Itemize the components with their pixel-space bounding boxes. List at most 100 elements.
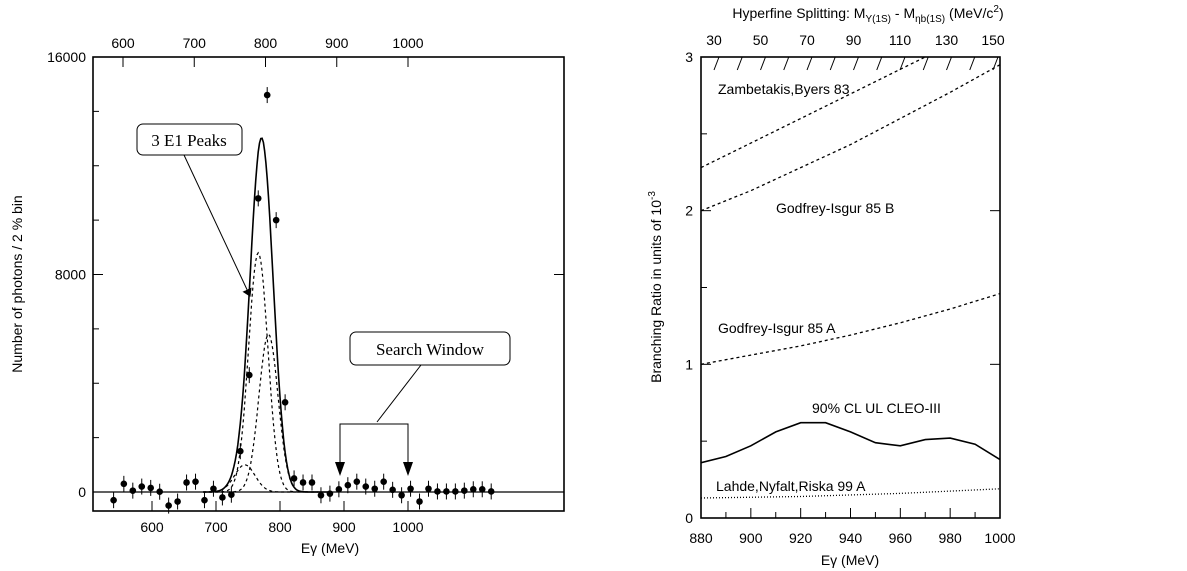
- left-xlabel: Eγ (MeV): [301, 540, 359, 556]
- data-point: [398, 491, 405, 499]
- data-point: [416, 498, 423, 505]
- right-x-top-tick: [783, 56, 790, 71]
- data-point: [353, 478, 361, 485]
- right-x-tick-label: 920: [789, 530, 813, 546]
- data-point: [281, 398, 289, 406]
- data-point: [156, 488, 163, 496]
- right-x-tick-label: 980: [938, 530, 962, 546]
- data-point: [362, 483, 370, 490]
- data-point: [165, 502, 172, 509]
- right-x-top-tick: [922, 56, 929, 71]
- data-point: [129, 487, 137, 494]
- right-x-top-tick: [760, 56, 766, 71]
- label-godfrey-b: Godfrey-Isgur 85 B: [776, 200, 894, 216]
- peaks-label: 3 E1 Peaks: [151, 131, 227, 150]
- window-label-box: [349, 331, 511, 366]
- right-x-top-tick: [829, 56, 836, 71]
- right-x-tick-label: 960: [889, 530, 913, 546]
- right-y-tick-label: 1: [685, 356, 693, 372]
- right-x-top-tick: [806, 56, 813, 71]
- label-lahde: Lahde,Nyfalt,Riska 99 A: [716, 478, 866, 494]
- data-point: [443, 488, 450, 495]
- data-point: [461, 487, 468, 494]
- data-point: [326, 490, 334, 497]
- series-line-3: [701, 421, 1000, 464]
- left-x-top-tick-label: 700: [183, 35, 207, 51]
- data-point: [147, 484, 155, 492]
- peak-component-curve: [203, 333, 319, 493]
- data-point: [138, 483, 146, 490]
- window-left-arrowhead: [335, 462, 345, 476]
- right-x-top-tick: [899, 56, 906, 71]
- data-point: [308, 479, 316, 486]
- right-x-tick-label: 900: [739, 530, 763, 546]
- right-x-top-tick: [713, 56, 720, 71]
- right-x-top-tick-label: 70: [799, 32, 815, 48]
- right-x-top-tick-label: 150: [981, 32, 1005, 48]
- data-point: [210, 485, 217, 493]
- window-right-arrowhead: [403, 462, 413, 476]
- data-point: [192, 478, 199, 485]
- window-bracket: [339, 423, 409, 466]
- data-point: [335, 485, 343, 493]
- data-point: [425, 485, 432, 493]
- right-x-top-tick-label: 30: [706, 32, 722, 48]
- left-x-top-tick-label: 600: [111, 35, 135, 51]
- right-x-top-tick-label: 130: [935, 32, 959, 48]
- data-point: [183, 479, 190, 486]
- right-x-top-tick: [736, 56, 743, 71]
- peaks-label-box: [136, 123, 243, 156]
- right-title: Hyperfine Splitting: MΥ(1S) - Mηb(1S) (M…: [732, 4, 1003, 25]
- data-point: [263, 91, 271, 99]
- data-point: [407, 485, 414, 493]
- data-point: [174, 498, 181, 505]
- data-point: [487, 488, 495, 495]
- data-point: [434, 488, 441, 495]
- right-x-top-tick-label: 90: [846, 32, 862, 48]
- data-point: [380, 478, 387, 485]
- data-point: [219, 494, 226, 501]
- data-point: [299, 479, 307, 486]
- right-x-top-tick-label: 50: [753, 32, 769, 48]
- left-x-tick-label: 700: [204, 519, 228, 535]
- data-point: [317, 491, 325, 499]
- data-point: [371, 485, 379, 493]
- label-cleo: 90% CL UL CLEO-III: [812, 400, 941, 416]
- data-point: [120, 480, 128, 488]
- right-x-tick-label: 880: [689, 530, 713, 546]
- left-y-tick-label: 0: [78, 484, 86, 500]
- peak-component-curve: [203, 464, 319, 493]
- total-fit-curve: [203, 137, 332, 493]
- right-x-top-tick: [946, 56, 952, 71]
- right-x-top-tick: [853, 56, 859, 71]
- data-point: [389, 486, 396, 494]
- left-x-top-tick-label: 1000: [392, 35, 423, 51]
- left-x-tick-label: 800: [268, 519, 292, 535]
- left-x-top-tick-label: 800: [254, 35, 278, 51]
- right-x-top-tick: [876, 56, 883, 71]
- right-x-top-tick: [969, 56, 976, 71]
- right-x-tick-label: 940: [839, 530, 863, 546]
- series-line-2: [701, 292, 1000, 365]
- window-label: Search Window: [376, 340, 485, 359]
- left-x-tick-label: 600: [140, 519, 164, 535]
- left-x-tick-label: 1000: [392, 519, 423, 535]
- peaks-arrow: [183, 154, 252, 297]
- series-line-1: [701, 64, 1000, 212]
- data-point: [344, 481, 352, 489]
- window-pointer-line: [376, 364, 422, 423]
- right-y-tick-label: 2: [685, 203, 693, 219]
- label-zambetakis: Zambetakis,Byers 83: [718, 81, 850, 97]
- left-y-tick-label: 8000: [55, 267, 86, 283]
- right-xlabel: Eγ (MeV): [821, 552, 879, 568]
- right-plot-frame: [700, 56, 1001, 519]
- data-point: [245, 371, 253, 379]
- data-point: [478, 485, 486, 493]
- left-x-tick-label: 900: [332, 519, 356, 535]
- data-point: [254, 195, 262, 202]
- data-point: [272, 216, 280, 224]
- data-point: [201, 496, 208, 504]
- right-x-tick-label: 1000: [984, 530, 1015, 546]
- data-point: [469, 485, 477, 493]
